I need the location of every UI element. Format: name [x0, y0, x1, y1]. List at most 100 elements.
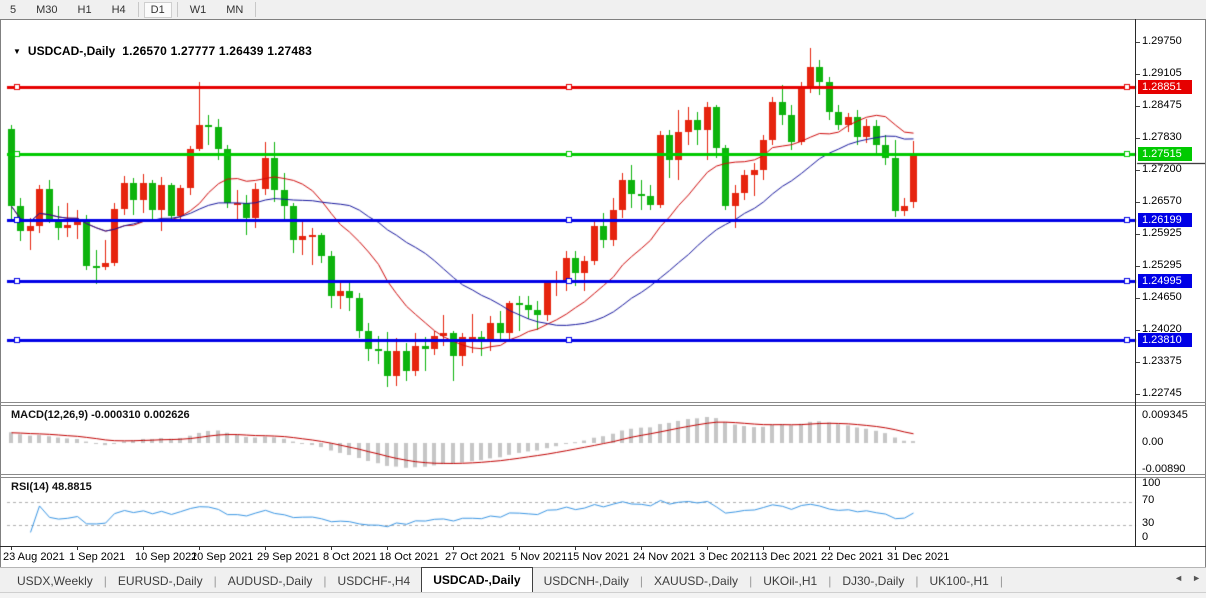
- price-axis-tickmark: [1136, 394, 1140, 395]
- price-axis-tick: 1.25925: [1142, 227, 1182, 240]
- tab-eurusd-daily[interactable]: EURUSD-,Daily: [117, 574, 203, 588]
- toolbar-separator: [255, 2, 257, 17]
- timeframe-button-h4[interactable]: H4: [111, 3, 126, 16]
- tab-dj30-daily[interactable]: DJ30-,Daily: [842, 574, 905, 588]
- date-axis-tickmark: [453, 547, 454, 550]
- timeframe-button-d1[interactable]: D1: [143, 1, 172, 18]
- tab-xauusd-daily[interactable]: XAUUSD-,Daily: [654, 574, 739, 588]
- rsi-axis-tick: 70: [1142, 494, 1155, 506]
- date-axis-label: 3 Dec 2021: [699, 551, 756, 563]
- macd-axis-tick: -0.00890: [1142, 463, 1186, 475]
- tab-separator: |: [915, 574, 919, 588]
- price-axis-tickmark: [1136, 362, 1140, 364]
- rsi-axis-tick: 30: [1142, 517, 1155, 529]
- rsi-axis-tick: 0: [1142, 531, 1149, 543]
- price-line-badge: 1.28851: [1138, 80, 1192, 95]
- timeframe-button-5[interactable]: 5: [10, 3, 17, 16]
- price-axis-tickmark: [1136, 201, 1140, 203]
- tab-scroll-left-icon[interactable]: ◄: [1174, 573, 1184, 583]
- date-axis-tickmark: [895, 547, 896, 550]
- timeframe-button-w1[interactable]: W1: [189, 3, 207, 16]
- timeframe-button-mn[interactable]: MN: [226, 3, 244, 16]
- price-line-badge: 1.23810: [1138, 333, 1192, 348]
- tab-separator: |: [828, 574, 832, 588]
- price-axis-tickmark: [1136, 106, 1140, 108]
- chart-title-row: ▼ USDCAD-,Daily 1.26570 1.27777 1.26439 …: [13, 44, 312, 58]
- date-axis-label: 23 Aug 2021: [3, 551, 65, 563]
- date-axis-label: 27 Oct 2021: [445, 551, 505, 563]
- price-line-badge: 1.26199: [1138, 213, 1192, 228]
- tab-usdchf-h4[interactable]: USDCHF-,H4: [337, 574, 411, 588]
- timeframe-button-h1[interactable]: H1: [77, 3, 92, 16]
- date-axis-label: 10 Sep 2021: [135, 551, 198, 563]
- tab-audusd-daily[interactable]: AUDUSD-,Daily: [227, 574, 313, 588]
- tab-usdcad-daily[interactable]: USDCAD-,Daily: [421, 567, 533, 592]
- price-axis-tick: 1.23375: [1142, 355, 1182, 368]
- price-axis-tickmark: [1136, 138, 1140, 140]
- price-axis-tickmark: [1136, 74, 1140, 76]
- rsi-name: RSI(14): [11, 481, 49, 493]
- chart-window: ▼ USDCAD-,Daily 1.26570 1.27777 1.26439 …: [0, 19, 1206, 568]
- tab-usdx-weekly[interactable]: USDX,Weekly: [17, 574, 93, 588]
- pane-separator: [0, 405, 1206, 406]
- price-axis-tickmark: [1136, 298, 1140, 300]
- date-axis-tickmark: [199, 547, 200, 550]
- date-axis-label: 22 Dec 2021: [821, 551, 884, 563]
- date-axis-label: 1 Sep 2021: [69, 551, 126, 563]
- tab-separator: |: [749, 574, 753, 588]
- price-line-badge: 1.24995: [1138, 273, 1192, 288]
- date-axis-tickmark: [829, 547, 830, 550]
- pane-separator: [0, 546, 1206, 547]
- date-axis-tickmark: [575, 547, 576, 550]
- price-axis-tick: 1.28475: [1142, 99, 1182, 112]
- timeframe-button-m30[interactable]: M30: [36, 3, 58, 16]
- date-axis-label: 29 Sep 2021: [257, 551, 320, 563]
- tab-ukoil-h1[interactable]: UKOil-,H1: [763, 574, 818, 588]
- macd-values: -0.000310 0.002626: [91, 409, 190, 421]
- date-axis-label: 5 Nov 2021: [511, 551, 568, 563]
- chart-ohlc-values: 1.26570 1.27777 1.26439 1.27483: [122, 44, 312, 58]
- date-axis-tickmark: [707, 547, 708, 550]
- date-axis-label: 13 Dec 2021: [755, 551, 818, 563]
- tab-usdcnh-daily[interactable]: USDCNH-,Daily: [543, 574, 629, 588]
- price-axis-tickmark: [1136, 170, 1140, 172]
- date-axis-tickmark: [265, 547, 266, 550]
- price-axis-border: [1135, 19, 1136, 546]
- tab-scroll-controls: ◄ ►: [1174, 573, 1201, 583]
- price-axis-tick: 1.24650: [1142, 291, 1182, 304]
- date-axis-tickmark: [77, 547, 78, 550]
- date-axis-tickmark: [331, 547, 332, 550]
- window-bottom-strip: [0, 592, 1206, 598]
- price-axis-tickmark: [1136, 234, 1140, 236]
- pane-separator: [0, 477, 1206, 478]
- price-axis-tickmark: [1136, 329, 1140, 331]
- price-axis-tick: 1.25295: [1142, 258, 1182, 271]
- price-axis-tick: 1.26570: [1142, 194, 1182, 207]
- price-axis-tick: 1.27200: [1142, 163, 1182, 176]
- price-axis-tick: 1.27830: [1142, 131, 1182, 144]
- chart-dropdown-icon[interactable]: ▼: [13, 46, 21, 56]
- toolbar-separator: [137, 2, 139, 17]
- date-axis-tickmark: [387, 547, 388, 550]
- date-axis-label: 20 Sep 2021: [191, 551, 254, 563]
- price-axis-tick: 1.29105: [1142, 67, 1182, 80]
- price-axis-tick: 1.24020: [1142, 322, 1182, 335]
- price-axis-tick: 1.29750: [1142, 35, 1182, 47]
- tab-separator: |: [103, 574, 107, 588]
- date-axis-label: 24 Nov 2021: [633, 551, 696, 563]
- toolbar-separator: [176, 2, 178, 17]
- date-axis-tickmark: [519, 547, 520, 550]
- tab-separator: |: [213, 574, 217, 588]
- date-axis-label: 31 Dec 2021: [887, 551, 950, 563]
- rsi-axis-tick: 100: [1142, 477, 1161, 489]
- date-axis-tickmark: [641, 547, 642, 550]
- rsi-value: 48.8815: [51, 481, 92, 493]
- price-axis-tick: 1.22745: [1142, 387, 1182, 399]
- price-chart-canvas[interactable]: [1, 20, 1205, 567]
- date-axis-tickmark: [143, 547, 144, 550]
- tab-separator: |: [323, 574, 327, 588]
- tab-separator: |: [999, 574, 1003, 588]
- symbol-tab-bar: USDX,Weekly | EURUSD-,Daily | AUDUSD-,Daily |…: [0, 567, 1206, 592]
- tab-scroll-right-icon[interactable]: ►: [1192, 573, 1201, 583]
- tab-uk100-h1[interactable]: UK100-,H1: [929, 574, 989, 588]
